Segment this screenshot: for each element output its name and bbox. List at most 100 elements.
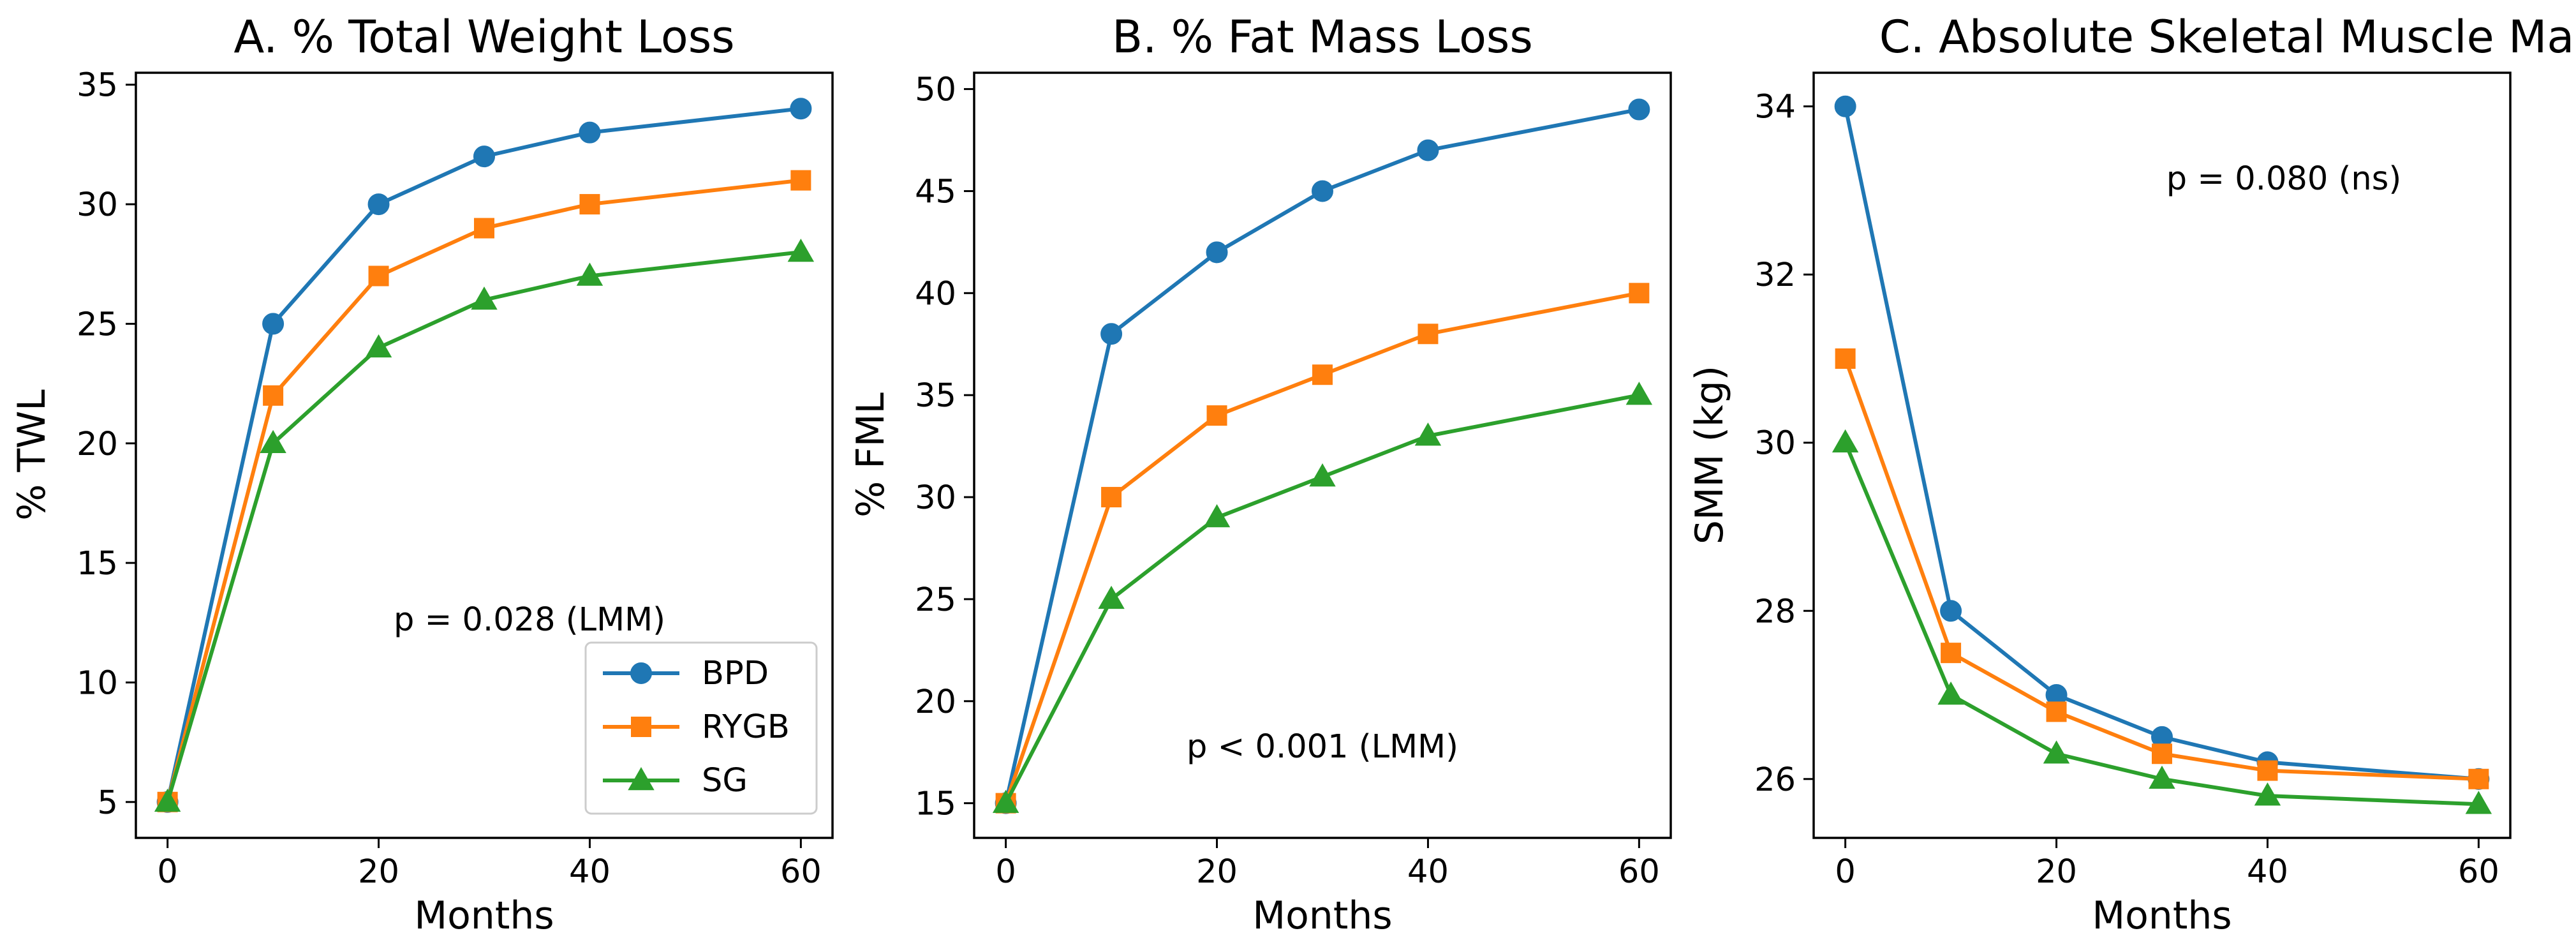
panel-b-plot: 0 20 40 60 15 20 25 30 35 40 45 50 (915, 71, 1660, 891)
panel-b-pvalue-annotation: p < 0.001 (LMM) (1187, 728, 1458, 766)
panel-b-title: B. % Fat Mass Loss (1112, 11, 1533, 63)
panel-b-point-rygb (1418, 324, 1439, 345)
panel-b-plot-area (973, 71, 1672, 839)
panel-b-xlabel: Months (1252, 893, 1392, 938)
panel-a-point-rygb (579, 194, 600, 215)
panel-a-point-bpd (262, 313, 285, 335)
panel-b-xtick-label: 20 (1196, 853, 1238, 891)
panel-b-ylabel: % FML (848, 392, 893, 518)
panel-a-series-line-rygb (165, 178, 801, 803)
panel-b-ytick-label: 25 (915, 581, 956, 619)
panel-c-xtick-label: 60 (2458, 853, 2499, 891)
panel-a-xtick-label: 0 (157, 853, 177, 891)
panel-a-pvalue-annotation: p = 0.028 (LMM) (394, 601, 665, 639)
panel-a-series-line-sg (165, 250, 801, 803)
panel-a: A. % Total Weight Loss 0 20 40 60 5 10 15 20 25 3… (10, 11, 834, 938)
panel-a-title: A. % Total Weight Loss (233, 11, 734, 63)
panel-c-ytick-label: 30 (1754, 425, 1796, 463)
panel-b-point-sg (1203, 504, 1231, 528)
panel-c: C. Absolute Skeletal Muscle Mass 0 20 40 60… (1687, 11, 2576, 938)
panel-c-plot-area (1812, 71, 2512, 839)
panel-a-ylabel: % TWL (10, 389, 54, 521)
panel-c-point-sg (1937, 681, 1964, 705)
panel-a-ytick-label: 35 (77, 67, 118, 105)
panel-c-point-sg (2465, 791, 2492, 814)
panel-a-plot: 0 20 40 60 5 10 15 20 25 30 35 (77, 67, 822, 891)
panel-a-xtick-label: 20 (358, 853, 399, 891)
panel-a-point-rygb (263, 385, 284, 406)
panel-a-point-rygb (790, 170, 811, 191)
panel-b-point-sg (1309, 463, 1336, 487)
panel-a-ytick-label: 30 (77, 186, 118, 224)
panel-c-ytick-label: 32 (1754, 257, 1796, 294)
panel-b: B. % Fat Mass Loss 0 20 40 60 15 20 25 30 35 40 45… (848, 11, 1672, 938)
legend-label-sg: SG (702, 762, 748, 800)
panel-a-point-sg (471, 286, 498, 310)
legend-box (584, 641, 818, 815)
panel-b-xtick-label: 0 (995, 853, 1016, 891)
panel-c-point-bpd (1940, 600, 1962, 622)
panel-c-ytick-label: 34 (1754, 89, 1796, 126)
panel-a-plot-area (135, 71, 834, 839)
panel-c-point-rygb (1941, 643, 1962, 664)
panel-b-point-bpd (1312, 180, 1333, 202)
panel-b-point-rygb (1629, 283, 1650, 304)
panel-b-point-rygb (1206, 405, 1227, 426)
panel-b-point-bpd (1100, 323, 1123, 345)
panel-a-point-sg (365, 334, 392, 358)
panel-a-xtick-label: 40 (569, 853, 611, 891)
panel-b-series-line-rygb (1003, 291, 1640, 804)
panel-c-xtick-label: 40 (2247, 853, 2288, 891)
panel-b-ytick-label: 20 (915, 683, 956, 721)
panel-b-ytick-label: 30 (915, 479, 956, 517)
panel-b-point-sg (1625, 382, 1653, 405)
panel-b-ytick-label: 45 (915, 173, 956, 211)
panel-b-point-sg (992, 789, 1019, 813)
panel-c-ytick-label: 26 (1754, 761, 1796, 799)
panel-b-point-sg (1414, 422, 1442, 446)
panel-b-point-bpd (1628, 98, 1650, 121)
panel-b-ytick-label: 15 (915, 786, 956, 823)
legend-marker-rygb (631, 717, 651, 737)
panel-b-point-bpd (1417, 139, 1439, 161)
legend-markers (603, 662, 679, 791)
panel-c-plot: 0 20 40 60 26 28 30 32 34 (1754, 89, 2499, 891)
panel-a-point-sg (787, 239, 815, 262)
panel-c-point-rygb (2468, 768, 2489, 789)
panel-a-xlabel: Months (414, 893, 554, 938)
panel-c-pvalue-annotation: p = 0.080 (ns) (2166, 160, 2401, 198)
panel-c-xlabel: Months (2092, 893, 2232, 938)
legend-label-bpd: BPD (702, 655, 769, 692)
panel-a-ytick-label: 25 (77, 306, 118, 343)
panel-c-point-sg (2254, 782, 2281, 806)
panel-b-ytick-label: 35 (915, 377, 956, 415)
legend-marker-sg (628, 766, 655, 791)
panel-a-point-bpd (790, 98, 812, 120)
panel-c-title: C. Absolute Skeletal Muscle Mass (1879, 11, 2576, 63)
legend-label-rygb: RYGB (702, 708, 790, 746)
panel-c-point-sg (2043, 740, 2070, 764)
legend-marker-bpd (630, 662, 652, 684)
panel-a-point-bpd (579, 121, 601, 144)
panel-c-xtick-label: 0 (1835, 853, 1855, 891)
legend: BPD RYGB SG (584, 641, 818, 815)
panel-b-xtick-label: 40 (1407, 853, 1449, 891)
panel-c-series-line-sg (1843, 442, 2479, 807)
panel-b-point-sg (1098, 585, 1125, 609)
panel-a-point-bpd (473, 145, 495, 168)
panel-c-series-line-bpd (1843, 106, 2479, 781)
panel-c-point-sg (1832, 429, 1859, 452)
panel-c-point-sg (2149, 765, 2175, 789)
panel-a-ytick-label: 15 (77, 545, 118, 583)
panel-b-ytick-label: 40 (915, 275, 956, 313)
panel-b-point-rygb (1312, 364, 1333, 385)
panel-a-point-sg (154, 788, 181, 812)
panel-a-point-rygb (368, 265, 389, 287)
panel-a-series-line-bpd (165, 107, 801, 803)
panel-c-ylabel: SMM (kg) (1687, 366, 1732, 544)
panel-c-point-rygb (1835, 348, 1856, 369)
panel-c-series-line-rygb (1843, 357, 2479, 781)
panel-a-xtick-label: 60 (780, 853, 822, 891)
panel-a-point-rygb (474, 218, 494, 239)
panel-b-xtick-label: 60 (1618, 853, 1660, 891)
